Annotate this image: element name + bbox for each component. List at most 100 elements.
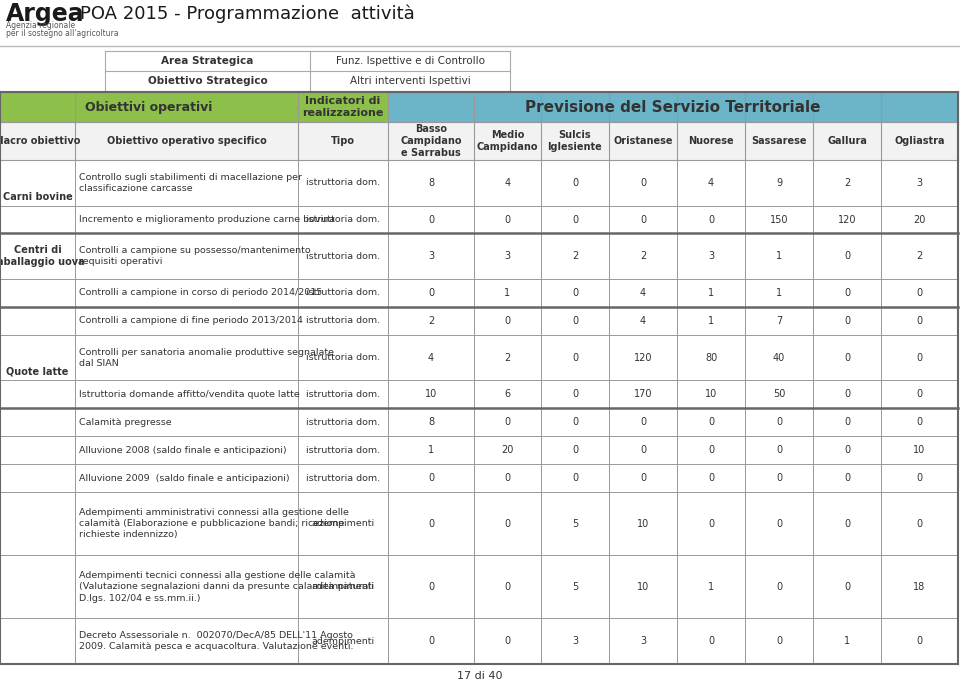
Text: Basso
Campidano
e Sarrabus: Basso Campidano e Sarrabus [400,124,462,158]
Text: 0: 0 [917,390,923,399]
Bar [0,160,958,206]
Text: 0: 0 [844,473,850,484]
Text: Adempimenti tecnici connessi alla gestione delle calamità
(Valutazione segnalazi: Adempimenti tecnici connessi alla gestio… [79,571,373,602]
Bar [0,493,958,556]
Text: 0: 0 [844,353,850,363]
Text: Decreto Assessoriale n.  002070/DecA/85 DELL'11 Agosto
2009. Calamità pesca e ac: Decreto Assessoriale n. 002070/DecA/85 D… [79,631,353,651]
Text: Controlli a campione su possesso/mantenimento
requisiti operativi: Controlli a campione su possesso/manteni… [79,246,311,266]
Text: 0: 0 [572,390,578,399]
Text: Obiettivo Strategico: Obiettivo Strategico [148,76,268,86]
Text: 0: 0 [572,316,578,326]
Text: adempimenti: adempimenti [311,582,374,591]
Text: Carni bovine: Carni bovine [3,192,72,202]
Bar [105,71,310,91]
Text: 0: 0 [572,473,578,484]
Text: 0: 0 [504,316,511,326]
Text: Obiettivo operativo specifico: Obiettivo operativo specifico [107,136,266,146]
Text: Istruttoria domande affitto/vendita quote latte: Istruttoria domande affitto/vendita quot… [79,390,300,399]
Text: 7: 7 [776,316,782,326]
Text: 0: 0 [428,288,434,298]
Text: istruttoria dom.: istruttoria dom. [306,178,380,187]
Bar [0,335,958,381]
Bar [388,92,958,122]
Text: 0: 0 [572,178,578,188]
Text: 0: 0 [504,636,511,646]
Text: 0: 0 [844,288,850,298]
Text: 3: 3 [640,636,646,646]
Text: Controlli per sanatoria anomalie produttive segnalate
dal SIAN: Controlli per sanatoria anomalie produtt… [79,348,334,368]
Text: 0: 0 [844,445,850,456]
Text: Tipo: Tipo [331,136,355,146]
Text: 1: 1 [776,288,782,298]
Text: 0: 0 [708,636,714,646]
Text: 2: 2 [917,251,923,261]
Text: 2: 2 [504,353,511,363]
Text: 8: 8 [428,417,434,427]
Text: 0: 0 [917,417,923,427]
Text: 6: 6 [504,390,511,399]
Text: 0: 0 [504,417,511,427]
Text: 20: 20 [501,445,514,456]
Bar [0,122,958,160]
Text: 0: 0 [776,417,782,427]
Text: 0: 0 [844,582,850,592]
Text: 3: 3 [428,251,434,261]
Text: istruttoria dom.: istruttoria dom. [306,289,380,298]
Text: 0: 0 [708,417,714,427]
Text: Area Strategica: Area Strategica [161,56,253,66]
Text: 0: 0 [572,215,578,224]
Text: Calamità pregresse: Calamità pregresse [79,418,172,427]
Text: 1: 1 [708,316,714,326]
Text: 0: 0 [428,473,434,484]
Text: Quote latte: Quote latte [7,367,69,377]
Bar [298,92,388,122]
Text: 0: 0 [776,519,782,529]
Text: 80: 80 [705,353,717,363]
Text: 9: 9 [776,178,782,188]
Text: 0: 0 [708,473,714,484]
Text: Altri interventi Ispettivi: Altri interventi Ispettivi [349,76,470,86]
Text: 40: 40 [773,353,785,363]
Text: 0: 0 [640,445,646,456]
Bar [0,619,958,664]
Text: 0: 0 [776,473,782,484]
Text: 0: 0 [844,417,850,427]
Text: 0: 0 [572,445,578,456]
Text: 0: 0 [428,582,434,592]
Text: 0: 0 [844,251,850,261]
Text: adempimenti: adempimenti [311,637,374,646]
Text: 4: 4 [640,288,646,298]
Text: 0: 0 [917,519,923,529]
Text: 1: 1 [708,582,714,592]
Text: 0: 0 [776,445,782,456]
Text: 17 di 40: 17 di 40 [457,671,503,681]
Text: Gallura: Gallura [828,136,867,146]
Text: Adempimenti amministrativi connessi alla gestione delle
calamità (Elaborazione e: Adempimenti amministrativi connessi alla… [79,508,348,539]
Text: Nuorese: Nuorese [688,136,733,146]
Bar [105,51,310,71]
Text: Agenzia regionale: Agenzia regionale [6,21,75,30]
Text: 0: 0 [844,519,850,529]
Text: 0: 0 [917,473,923,484]
Text: 0: 0 [504,582,511,592]
Text: 0: 0 [844,390,850,399]
Text: 10: 10 [636,519,649,529]
Text: Argea: Argea [6,2,84,26]
Text: Controlli a campione in corso di periodo 2014/2015: Controlli a campione in corso di periodo… [79,289,323,298]
Text: 0: 0 [917,288,923,298]
Text: Controlli a campione di fine periodo 2013/2014: Controlli a campione di fine periodo 201… [79,316,302,325]
Text: 2: 2 [428,316,434,326]
Text: Alluvione 2008 (saldo finale e anticipazioni): Alluvione 2008 (saldo finale e anticipaz… [79,446,287,455]
Text: per il sostegno all'agricoltura: per il sostegno all'agricoltura [6,29,119,38]
Text: 0: 0 [708,519,714,529]
Text: 0: 0 [917,316,923,326]
Text: Centri di
imballaggio uova: Centri di imballaggio uova [0,245,84,268]
Bar [0,279,958,307]
Text: 3: 3 [572,636,578,646]
Text: 0: 0 [917,636,923,646]
Bar [0,436,958,464]
Text: 10: 10 [425,390,437,399]
Text: Funz. Ispettive e di Controllo: Funz. Ispettive e di Controllo [335,56,485,66]
Text: 4: 4 [640,316,646,326]
Bar [0,381,958,408]
